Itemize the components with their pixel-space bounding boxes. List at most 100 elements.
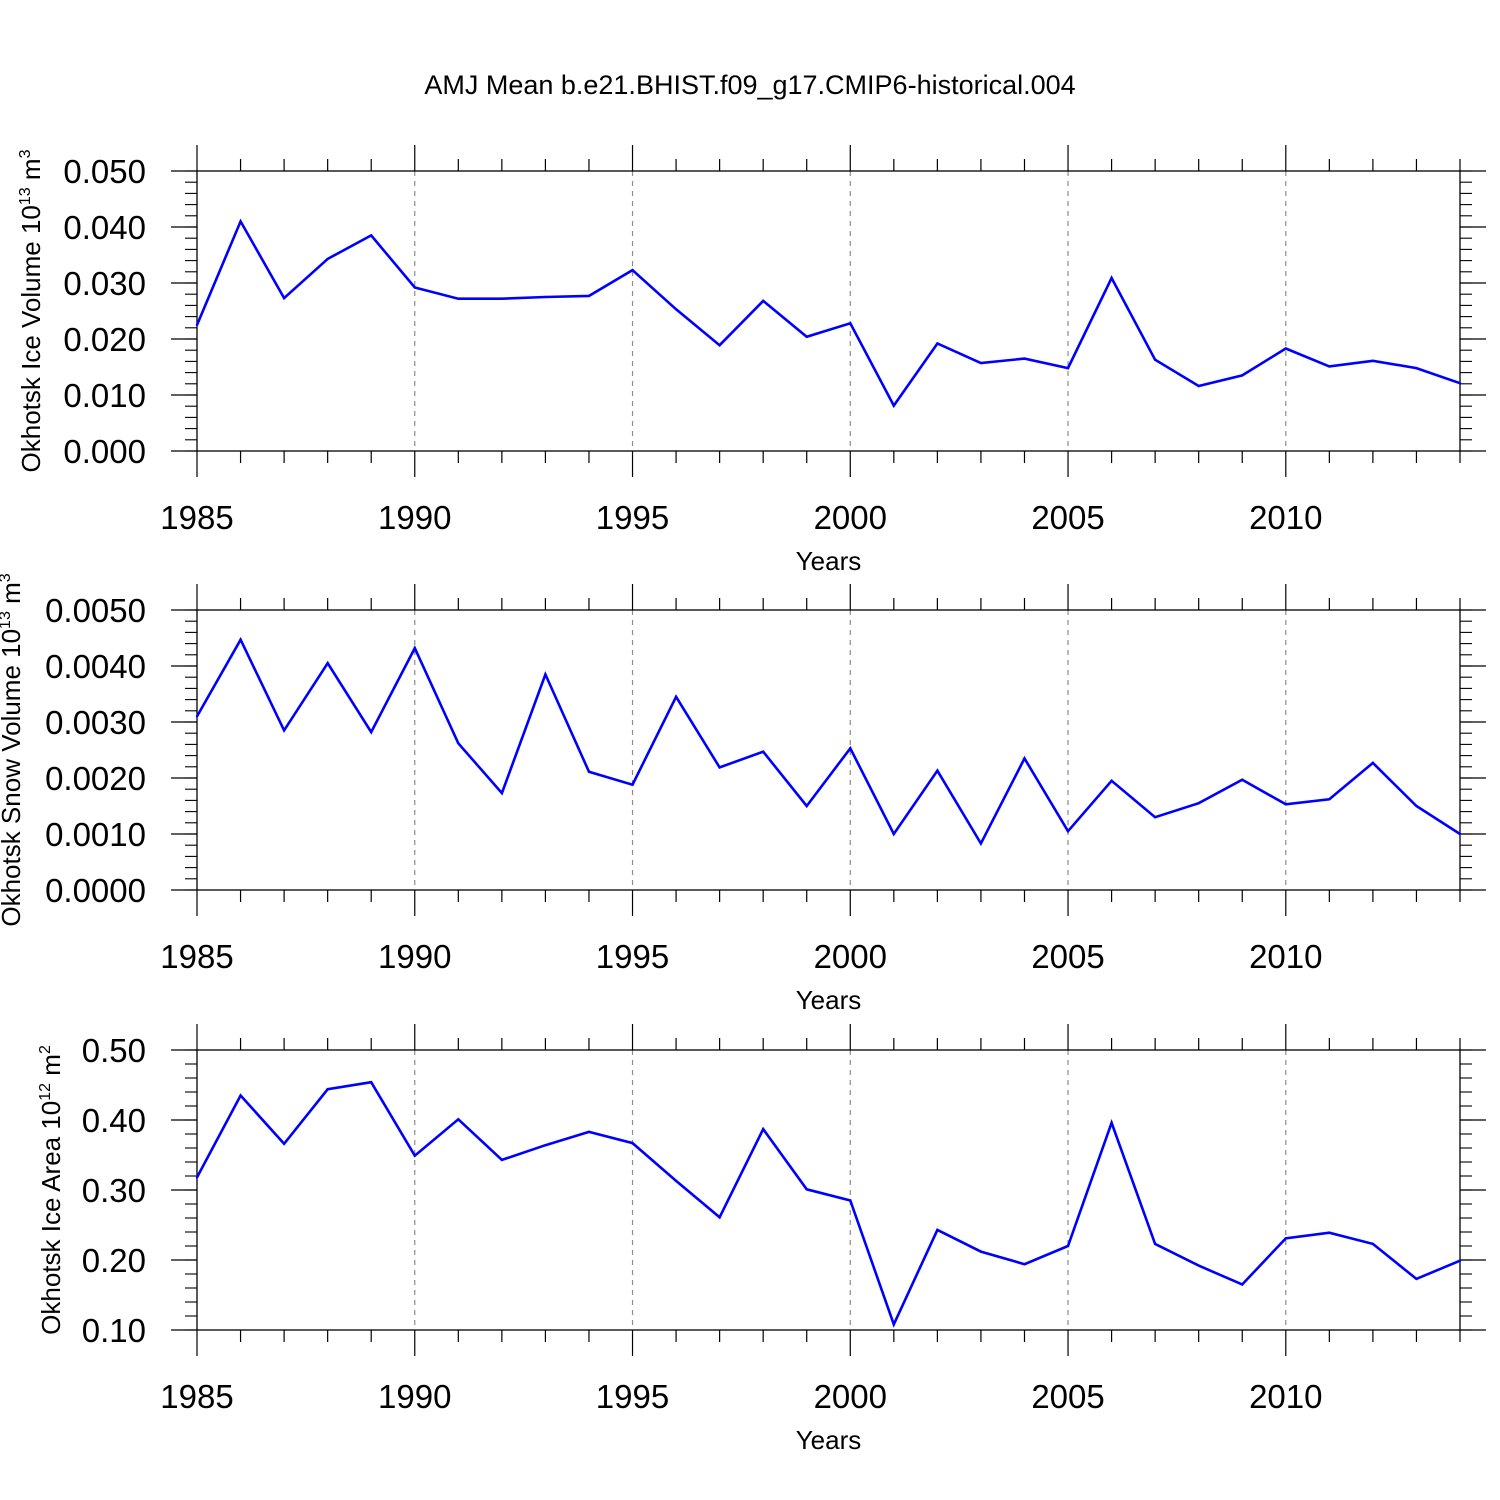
data-point <box>1153 1242 1157 1246</box>
plot-frame <box>196 609 1461 891</box>
data-point <box>500 297 504 300</box>
data-point <box>1197 802 1200 805</box>
data-point <box>1153 358 1157 361</box>
x-tick-label: 1995 <box>596 938 669 975</box>
series-line <box>195 218 1461 409</box>
data-point <box>761 1127 765 1131</box>
data-point <box>239 220 242 223</box>
data-point <box>849 322 852 325</box>
data-point <box>587 770 591 774</box>
data-point <box>936 342 939 345</box>
data-point <box>1284 1237 1287 1240</box>
y-axis-title-exp: 13 <box>17 187 34 205</box>
data-point <box>500 1158 504 1162</box>
chart-title: AMJ Mean b.e21.BHIST.f09_g17.CMIP6-histo… <box>424 70 1075 100</box>
data-point <box>849 747 852 750</box>
data-point <box>892 1323 896 1326</box>
data-point <box>761 750 765 753</box>
data-point <box>979 1250 983 1253</box>
data-point <box>849 1199 852 1202</box>
y-tick-label: 0.010 <box>63 377 146 414</box>
x-axis-title: Years <box>796 1425 862 1455</box>
data-point <box>631 268 634 272</box>
data-point <box>674 695 678 698</box>
y-axis-title-unit-exp: 3 <box>0 573 14 582</box>
series-line <box>195 636 1461 847</box>
x-tick-label: 2010 <box>1249 499 1322 536</box>
data-point <box>1284 803 1287 806</box>
y-tick-label: 0.50 <box>82 1032 146 1069</box>
data-point <box>282 296 286 300</box>
x-axis-title: Years <box>796 546 862 576</box>
data-point <box>1458 1259 1462 1262</box>
data-point <box>1023 357 1026 360</box>
data-point <box>500 791 504 795</box>
data-point <box>631 1141 634 1145</box>
x-tick-label: 2010 <box>1249 938 1322 975</box>
x-tick-label: 2010 <box>1249 1378 1322 1415</box>
data-point <box>1415 804 1418 808</box>
x-tick-label: 2000 <box>814 499 887 536</box>
data-point <box>718 343 721 347</box>
data-point <box>195 1176 199 1179</box>
data-point <box>544 673 547 676</box>
data-point <box>892 832 896 836</box>
data-point <box>413 286 416 289</box>
data-point <box>631 783 634 786</box>
y-axis-title: Okhotsk Snow Volume 1013 m3 <box>0 573 26 926</box>
series-line <box>195 1080 1461 1328</box>
data-point <box>1458 832 1462 836</box>
x-tick-label: 1985 <box>160 499 233 536</box>
data-point <box>587 294 591 298</box>
data-point <box>1241 778 1244 781</box>
y-tick-label: 0.0030 <box>45 704 146 741</box>
y-tick-label: 0.0000 <box>45 872 146 909</box>
y-axis-title-unit-exp: 3 <box>17 149 34 158</box>
data-point <box>936 769 939 772</box>
y-tick-label: 0.000 <box>63 433 146 470</box>
data-point <box>1458 382 1462 385</box>
data-point <box>936 1228 939 1232</box>
data-point <box>674 308 678 311</box>
y-tick-label: 0.40 <box>82 1102 146 1139</box>
y-axis-title: Okhotsk Ice Volume 1013 m3 <box>16 149 46 472</box>
data-point <box>370 730 373 734</box>
data-point <box>413 1154 416 1157</box>
y-axis-title-unit: m <box>36 1054 66 1083</box>
y-tick-label: 0.0020 <box>45 760 146 797</box>
y-tick-label: 0.0010 <box>45 816 146 853</box>
plot-frame <box>196 1049 1461 1331</box>
data-point <box>195 323 199 327</box>
x-tick-label: 2005 <box>1031 1378 1104 1415</box>
y-axis-title-text: Okhotsk Ice Area 10 <box>36 1101 66 1335</box>
data-point <box>457 742 460 745</box>
panel-snow-volume: 1985 1990 1995 2000 2005 2010 Years 0.0000 0.001… <box>0 573 1486 1015</box>
data-point <box>1066 830 1070 833</box>
y-axis-title-text: Okhotsk Ice Volume 10 <box>16 205 46 472</box>
data-point <box>979 842 983 845</box>
data-point <box>1197 384 1200 388</box>
y-tick-label: 0.050 <box>63 153 146 190</box>
data-point <box>1415 366 1418 370</box>
data-point <box>326 1088 329 1091</box>
y-tick-label: 0.040 <box>63 209 146 246</box>
data-point <box>1284 347 1287 350</box>
x-axis-title: Years <box>796 985 862 1015</box>
data-point <box>718 766 721 769</box>
data-point <box>326 662 329 665</box>
data-point <box>1153 816 1157 819</box>
y-axis-title-unit: m <box>16 158 46 187</box>
data-point <box>239 638 242 641</box>
data-point <box>282 729 286 732</box>
y-axis-title-unit: m <box>0 582 26 611</box>
y-tick-label: 0.0050 <box>45 592 146 629</box>
x-tick-label: 2000 <box>814 1378 887 1415</box>
data-point <box>370 1081 373 1084</box>
data-point <box>282 1142 286 1146</box>
y-axis-title-unit-exp: 2 <box>37 1045 54 1054</box>
data-point <box>1066 366 1070 370</box>
data-point <box>1328 798 1331 801</box>
plot-frame <box>196 170 1461 452</box>
y-axis-title-text: Okhotsk Snow Volume 10 <box>0 629 26 927</box>
